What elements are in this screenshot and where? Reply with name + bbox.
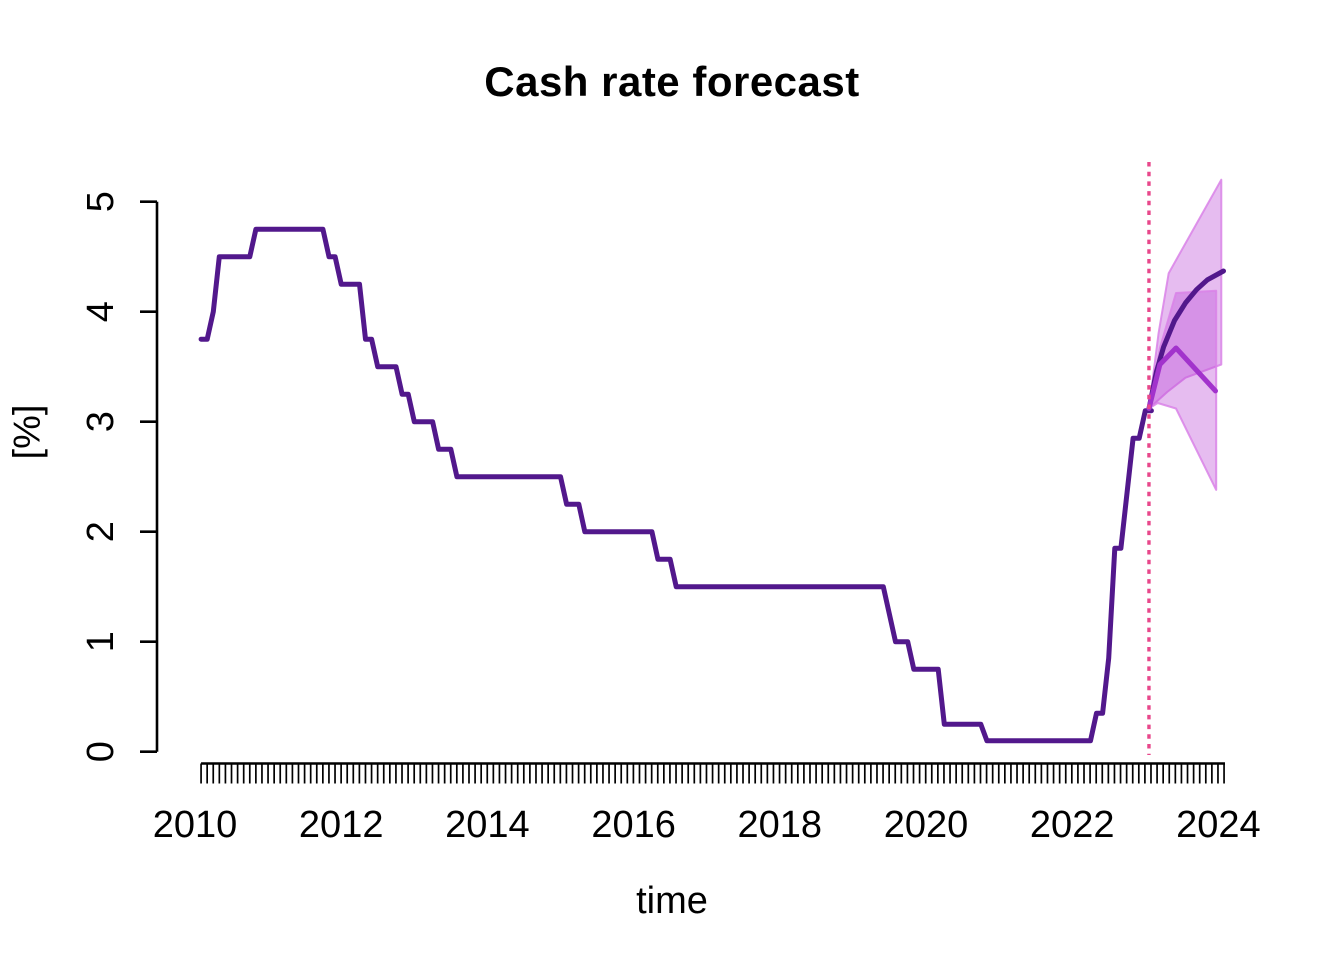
x-tick-label: 2022 xyxy=(1030,804,1115,846)
y-tick-label: 1 xyxy=(80,631,122,652)
y-tick-label: 3 xyxy=(80,411,122,432)
x-tick-label: 2024 xyxy=(1176,804,1261,846)
y-axis-title: [%] xyxy=(6,404,49,460)
x-tick-label: 2018 xyxy=(738,804,823,846)
y-tick-label: 2 xyxy=(80,521,122,542)
forecast-band-b xyxy=(1148,289,1218,491)
x-tick-label: 2010 xyxy=(153,804,238,846)
x-tick-label: 2020 xyxy=(884,804,969,846)
y-tick-label: 4 xyxy=(80,301,122,322)
x-axis-title: time xyxy=(636,880,708,922)
x-tick-label: 2016 xyxy=(591,804,676,846)
y-tick-label: 5 xyxy=(80,191,122,212)
chart-title: Cash rate forecast xyxy=(484,58,860,105)
x-tick-label: 2014 xyxy=(445,804,530,846)
x-tick-label: 2012 xyxy=(299,804,384,846)
y-tick-label: 0 xyxy=(80,741,122,762)
forecast-b-median-line xyxy=(1146,345,1218,411)
history-line xyxy=(198,226,1154,744)
